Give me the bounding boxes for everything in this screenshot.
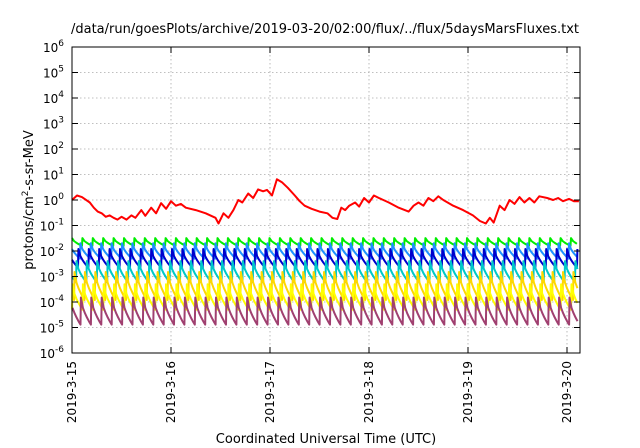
chart-series bbox=[71, 178, 579, 326]
x-tick-label: 2019-3-15 bbox=[65, 361, 79, 423]
series-line-0 bbox=[71, 178, 579, 225]
series-line-3 bbox=[71, 248, 579, 269]
x-tick-label: 2019-3-20 bbox=[560, 361, 574, 423]
y-tick-label: 10-4 bbox=[40, 294, 65, 310]
y-tick-label: 100 bbox=[43, 192, 64, 208]
x-tick-label: 2019-3-17 bbox=[263, 361, 277, 423]
y-tick-label: 10-5 bbox=[40, 320, 64, 336]
axis-ticks: 10-6 10-5 10-4 10-3 10-2 10-1 100 101 102 103 104 1… bbox=[40, 39, 580, 423]
y-tick-label: 10-1 bbox=[40, 218, 64, 234]
series-line-5 bbox=[71, 271, 579, 301]
series-line-1 bbox=[71, 237, 578, 247]
x-tick-label: 2019-3-16 bbox=[164, 361, 178, 423]
series-line-2 bbox=[71, 242, 578, 260]
x-tick-label: 2019-3-18 bbox=[362, 361, 376, 423]
y-tick-label: 106 bbox=[43, 39, 64, 55]
x-axis-label: Coordinated Universal Time (UTC) bbox=[216, 432, 436, 447]
y-tick-label: 10-6 bbox=[40, 345, 65, 361]
y-tick-label: 104 bbox=[43, 90, 64, 106]
y-tick-label: 102 bbox=[43, 141, 64, 157]
x-tick-label: 2019-3-19 bbox=[461, 361, 475, 423]
series-line-6 bbox=[71, 283, 579, 311]
y-tick-label: 105 bbox=[43, 65, 64, 81]
y-tick-label: 101 bbox=[43, 167, 64, 183]
chart-title: /data/run/goesPlots/archive/2019-03-20/0… bbox=[71, 22, 579, 37]
y-tick-label: 103 bbox=[43, 116, 64, 132]
y-tick-label: 10-2 bbox=[40, 243, 64, 259]
y-axis-label: protons/cm2-s-sr-MeV bbox=[21, 130, 37, 270]
chart-grid bbox=[71, 47, 580, 353]
y-tick-label: 10-3 bbox=[40, 269, 64, 285]
series-line-7 bbox=[71, 296, 579, 326]
